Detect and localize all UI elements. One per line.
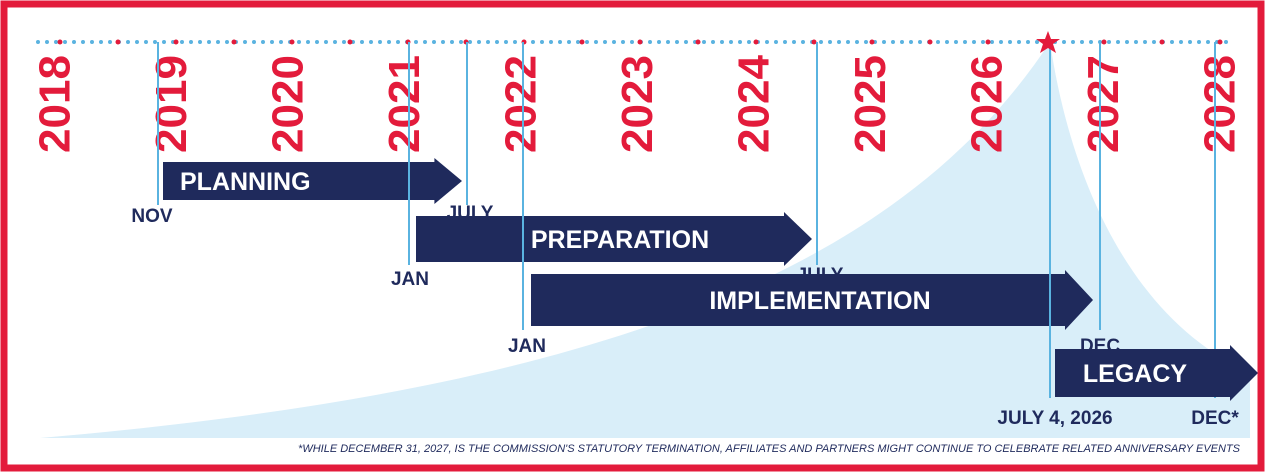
- red-dot: [231, 39, 237, 45]
- phase-start: JULY 4, 2026: [997, 408, 1112, 429]
- phase-start: NOV: [131, 206, 173, 227]
- year-label: 2023: [613, 55, 662, 153]
- red-dot: [1159, 39, 1165, 45]
- phase-label: PLANNING: [180, 168, 311, 196]
- year-label: 2022: [497, 55, 546, 153]
- phase-start: JAN: [391, 269, 429, 290]
- year-label: 2018: [31, 55, 80, 153]
- red-dot: [1217, 39, 1223, 45]
- year-label: 2026: [963, 55, 1012, 153]
- year-label: 2028: [1196, 55, 1245, 153]
- growth-area: [40, 42, 1250, 438]
- red-dot: [579, 39, 585, 45]
- phase-label: LEGACY: [1083, 360, 1188, 388]
- phase-start: JAN: [508, 336, 546, 357]
- red-dot: [637, 39, 643, 45]
- red-dot: [289, 39, 295, 45]
- year-label: 2019: [147, 55, 196, 153]
- year-label: 2021: [380, 55, 429, 153]
- red-dot: [57, 39, 63, 45]
- red-dot: [347, 39, 353, 45]
- red-dot: [115, 39, 121, 45]
- phase-arrow: [163, 158, 462, 204]
- phase-label: PREPARATION: [531, 226, 709, 254]
- red-dot: [869, 39, 875, 45]
- phase-label: IMPLEMENTATION: [709, 287, 930, 315]
- footnote: *WHILE DECEMBER 31, 2027, IS THE COMMISS…: [298, 443, 1241, 455]
- phase-arrow: [531, 270, 1093, 330]
- year-label: 2024: [730, 55, 779, 153]
- phase-arrow: [416, 212, 812, 266]
- year-label: 2025: [846, 55, 895, 153]
- content: 2018 2019 2020 2021 2022 2023 2024 2025 2026 2027…: [31, 42, 1258, 429]
- red-dot: [695, 39, 701, 45]
- red-dot: [811, 39, 817, 45]
- year-label: 2020: [264, 55, 313, 153]
- star: [1036, 31, 1060, 53]
- year-label: 2027: [1079, 55, 1128, 153]
- red-dot: [1101, 39, 1107, 45]
- phase-end: DEC*: [1191, 408, 1239, 429]
- red-dot: [173, 39, 179, 45]
- red-dot: [927, 39, 933, 45]
- red-dot: [753, 39, 759, 45]
- phase-arrow: [1055, 345, 1258, 401]
- red-dot: [985, 39, 991, 45]
